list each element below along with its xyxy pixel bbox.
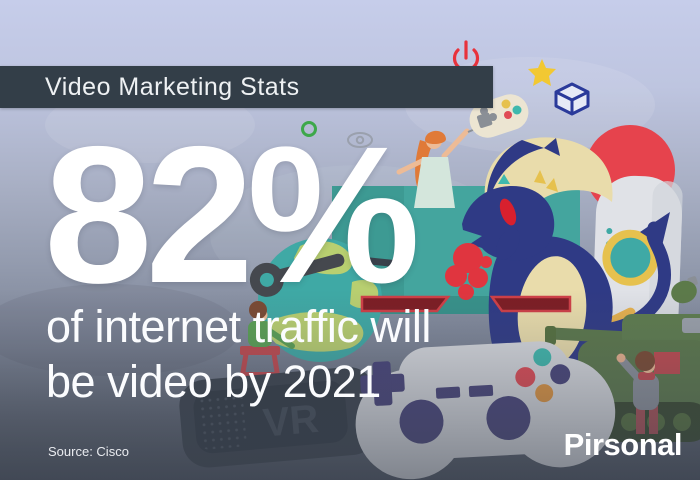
stat-description-line2: be video by 2021 [46, 356, 381, 407]
woman-character [396, 128, 470, 208]
stat-description-line1: of internet traffic will [46, 301, 431, 352]
eye-icon [347, 132, 373, 148]
puzzle-piece-icon [476, 107, 497, 128]
star-icon [528, 59, 556, 86]
page-title: Video Marketing Stats [45, 72, 300, 101]
cube-icon [554, 82, 590, 116]
bottom-haze [0, 290, 700, 480]
brand-logo: Pirsonal [563, 427, 683, 462]
fire-breath [445, 243, 492, 300]
green-circle-icon [301, 121, 317, 137]
stat-value: 82% [44, 106, 420, 324]
header-band: Video Marketing Stats [0, 66, 493, 108]
source-label: Source: Cisco [48, 444, 129, 459]
porthole-ring [602, 229, 659, 286]
wrench-illustration [249, 253, 345, 297]
stat-description: of internet traffic will be video by 202… [46, 299, 431, 409]
